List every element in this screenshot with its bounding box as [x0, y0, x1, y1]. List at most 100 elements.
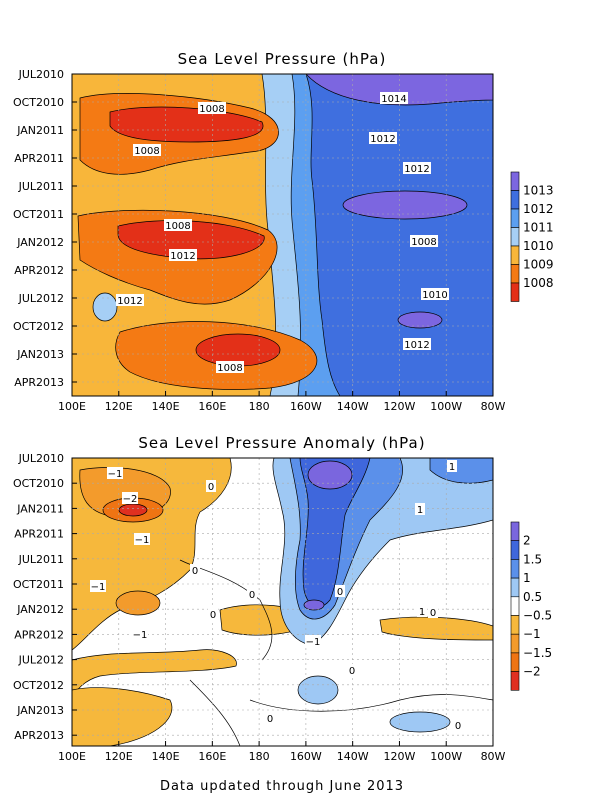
slpa-zero-contour-b — [249, 694, 493, 712]
slp-contour-label: 1012 — [117, 296, 142, 307]
slp-y-tick-label: APR2012 — [14, 264, 64, 277]
slpa-y-axis: JUL2010 OCT2010 JAN2011 APR2011 JUL2011 OCT20… — [13, 452, 77, 742]
slp-x-tick-label: 100E — [58, 400, 86, 413]
slpa-contour-label: −1 — [108, 469, 123, 480]
slpa-contour-label: 0 — [192, 566, 198, 577]
slpa-colorbar-label: 1 — [523, 571, 531, 585]
slp-x-tick-label: 80W — [481, 400, 506, 413]
slp-y-tick-label: APR2013 — [14, 376, 64, 389]
slpa-colorbar-label: 2 — [523, 534, 531, 548]
slp-y-axis: JUL2010 OCT2010 JAN2011 APR2011 JUL2011 OCT20… — [13, 68, 77, 389]
slp-contour-label-bg — [421, 288, 449, 300]
slp-contour-label-bg — [133, 144, 161, 156]
slpa-contour-label-bg — [134, 533, 150, 545]
slp-y-tick-label: JUL2011 — [18, 180, 64, 193]
slp-x-tick-label: 140E — [152, 400, 180, 413]
slp-contour-label-bg — [216, 361, 244, 373]
slp-contour-label-bg — [369, 132, 397, 144]
slpa-y-tick-label: JUL2010 — [18, 452, 64, 465]
slpa-contour-label: 0 — [430, 608, 436, 619]
slp-x-tick-label: 160E — [198, 400, 226, 413]
slp-x-tick-label: 140W — [337, 400, 369, 413]
slp-y-tick-label: JAN2012 — [16, 236, 64, 249]
slp-colorbar-label: 1012 — [523, 202, 554, 216]
slp-colorbar-label: 1009 — [523, 258, 554, 272]
slpa-title: Sea Level Pressure Anomaly (hPa) — [138, 434, 425, 452]
slpa-contour-label-bg — [206, 480, 216, 492]
slpa-colorbar-swatch — [510, 521, 520, 542]
slpa-fill-neg-h — [118, 503, 148, 517]
slpa-colorbar-swatch — [510, 596, 520, 616]
slpa-contour-label-bg — [90, 580, 106, 592]
slp-y-tick-label: OCT2012 — [13, 320, 64, 333]
slp-contour-label: 1008 — [411, 237, 436, 248]
slp-colorbar-swatch — [510, 264, 520, 284]
slp-x-tick-label: 120W — [384, 400, 416, 413]
slp-fill-1010-west — [92, 292, 118, 322]
slpa-contour-label: 0 — [208, 482, 214, 493]
slp-contour-label: 1012 — [404, 164, 429, 175]
slpa-panel: Sea Level Pressure Anomaly (hPa) — [13, 434, 552, 763]
slpa-contour-label-bg — [132, 628, 148, 640]
slpa-plot-frame — [71, 457, 494, 747]
slp-contour-label: 1010 — [422, 290, 447, 301]
slp-contour-label: 1008 — [199, 104, 224, 115]
slp-colorbar: 1013 1012 1011 1010 1009 1008 — [510, 171, 554, 302]
slp-x-tick-label: 160W — [290, 400, 322, 413]
slpa-contour-label: 0 — [249, 590, 255, 601]
slpa-y-tick-label: OCT2012 — [13, 679, 64, 692]
footer-note: Data updated through June 2013 — [160, 779, 404, 794]
slpa-x-tick-label: 140E — [152, 750, 180, 763]
slpa-colorbar: 2 1.5 1 0.5 −0.5 −1 −1.5 −2 — [510, 521, 552, 691]
slpa-x-tick-label: 100W — [430, 750, 462, 763]
slp-contour-label-bg — [164, 219, 192, 231]
slp-y-tick-label: OCT2011 — [13, 208, 64, 221]
slpa-y-tick-label: APR2011 — [14, 528, 64, 541]
slpa-fill-pos-g — [297, 675, 339, 705]
slpa-contour-label: −1 — [133, 630, 148, 641]
slpa-contour-label: 0 — [349, 666, 355, 677]
slpa-contour-label: 1 — [417, 505, 423, 516]
slpa-colorbar-swatch — [510, 633, 520, 654]
slpa-x-tick-label: 180 — [249, 750, 270, 763]
slp-colorbar-label: 1008 — [523, 276, 554, 290]
slpa-x-tick-label: 160E — [198, 750, 226, 763]
slpa-x-tick-label: 140W — [337, 750, 369, 763]
slpa-fill-pos-e — [303, 599, 325, 611]
slpa-colorbar-swatch — [510, 652, 520, 672]
slpa-contour-label-bg — [247, 588, 257, 600]
slpa-contour-label-bg — [305, 635, 321, 647]
slpa-y-tick-label: APR2013 — [14, 729, 64, 742]
slp-fill-low-a — [109, 106, 264, 143]
slp-colorbar-swatch — [510, 282, 520, 302]
slp-x-tick-label: 180 — [249, 400, 270, 413]
slp-x-tick-label: 100W — [430, 400, 462, 413]
slpa-x-tick-label: 120E — [105, 750, 133, 763]
slp-contour-label-bg — [380, 92, 408, 104]
slpa-y-tick-label: APR2012 — [14, 628, 64, 641]
slp-contour-label: 1012 — [370, 134, 395, 145]
slp-contour-label: 1008 — [217, 363, 242, 374]
slpa-y-tick-label: OCT2010 — [13, 477, 64, 490]
slpa-contour-label: 0 — [267, 714, 273, 725]
slp-colorbar-swatch — [510, 208, 520, 228]
slpa-x-tick-label: 80W — [481, 750, 506, 763]
slp-x-tick-label: 120E — [105, 400, 133, 413]
slpa-x-axis: 100E 120E 140E 160E 180 160W 140W 120W 100W 80W — [58, 741, 506, 763]
slpa-contour-label-bg — [265, 712, 275, 724]
slpa-contour-field — [72, 458, 493, 746]
slpa-contour-label-bg — [208, 608, 218, 620]
slpa-contour-label: −1 — [306, 637, 321, 648]
slp-contour-label: 1008 — [134, 146, 159, 157]
slpa-colorbar-swatch — [510, 577, 520, 598]
slp-y-tick-label: JUL2012 — [18, 292, 64, 305]
slp-contour-label-bg — [169, 249, 197, 261]
slp-contour-label: 1008 — [165, 221, 190, 232]
slp-contour-label-bg — [410, 235, 438, 247]
slp-contour-label-bg — [403, 338, 431, 350]
slpa-fill-pos-d — [307, 460, 353, 490]
slp-y-tick-label: OCT2010 — [13, 96, 64, 109]
slp-title: Sea Level Pressure (hPa) — [178, 50, 387, 68]
slp-colorbar-swatch — [510, 245, 520, 265]
slp-contour-labels: 1014 1008 1012 1008 1012 1008 1008 1012 1010 1012… — [116, 92, 449, 374]
